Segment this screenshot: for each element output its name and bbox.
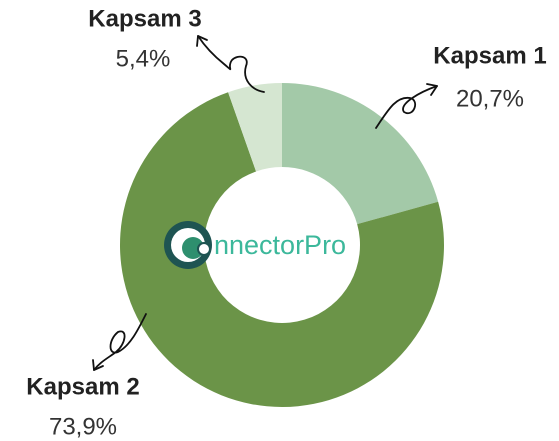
arrow-head <box>92 359 104 371</box>
slice <box>282 83 439 225</box>
label-category: Kapsam 2 <box>26 373 139 400</box>
donut <box>120 83 444 407</box>
slice <box>228 83 282 172</box>
logo-small <box>197 242 211 256</box>
watermark: nnectorPro <box>214 230 346 260</box>
label-category: Kapsam 1 <box>433 42 546 69</box>
arrows <box>92 35 438 371</box>
slice <box>120 92 444 407</box>
label-value: 20,7% <box>456 85 524 112</box>
arrow <box>93 313 147 371</box>
arrow-head <box>426 83 438 96</box>
logo-dot <box>182 237 204 259</box>
arrow <box>197 35 265 93</box>
label-category: Kapsam 3 <box>88 5 201 32</box>
label-value: 73,9% <box>49 413 117 440</box>
arrow-head <box>196 35 208 47</box>
label-value: 5,4% <box>116 45 171 72</box>
arrow <box>375 85 438 129</box>
logo: nnectorPro <box>164 221 346 269</box>
